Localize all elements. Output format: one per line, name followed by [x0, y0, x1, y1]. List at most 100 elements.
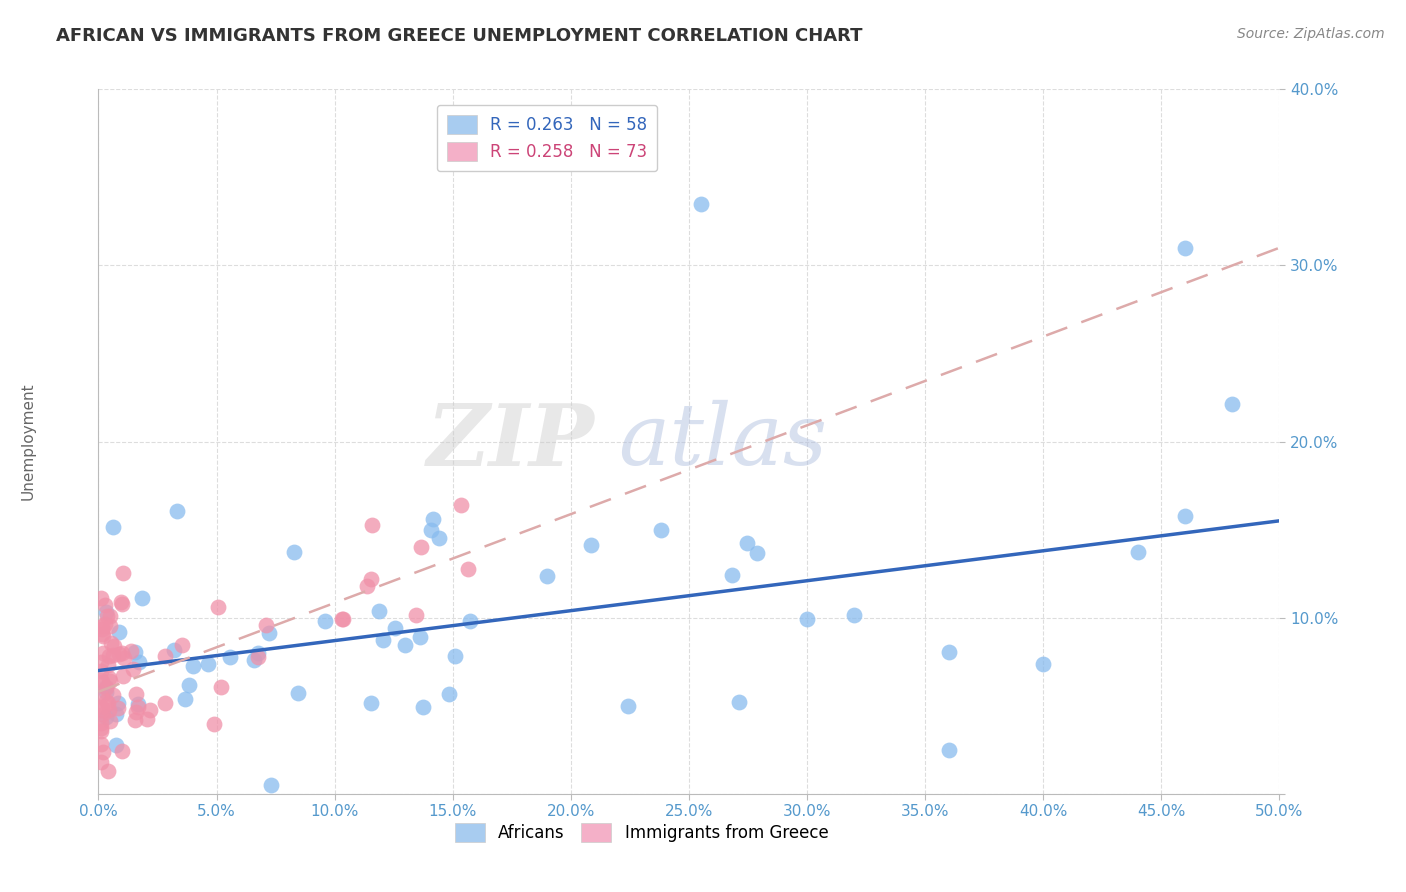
Point [101, 648, 124, 662]
Point [536, 569, 558, 583]
Point [122, 662, 145, 676]
Point [94, 680, 117, 694]
Point [412, 700, 434, 714]
Point [737, 536, 759, 550]
Point [103, 639, 125, 653]
Point [260, 778, 283, 792]
Point [94, 694, 117, 708]
Point [207, 600, 229, 615]
Point [422, 511, 444, 525]
Point [108, 625, 131, 640]
Point [209, 680, 232, 694]
Legend: Africans, Immigrants from Greece: Africans, Immigrants from Greece [449, 816, 835, 849]
Point [254, 618, 277, 632]
Point [91, 629, 114, 643]
Point [257, 626, 280, 640]
Point [745, 546, 768, 560]
Point [139, 702, 162, 716]
Point [91, 674, 114, 689]
Point [90, 723, 112, 738]
Point [458, 614, 481, 628]
Point [427, 531, 450, 545]
Point [125, 687, 148, 701]
Point [796, 612, 818, 626]
Point [218, 650, 240, 665]
Point [97, 764, 120, 778]
Point [170, 638, 193, 652]
Point [153, 648, 176, 663]
Point [96, 608, 118, 623]
Point [90, 722, 112, 736]
Point [360, 572, 382, 586]
Point [98, 714, 121, 728]
Point [371, 633, 394, 648]
Point [202, 717, 225, 731]
Point [1220, 397, 1243, 411]
Point [394, 638, 416, 652]
Point [97, 657, 120, 672]
Point [90, 626, 112, 640]
Point [166, 503, 188, 517]
Point [243, 653, 266, 667]
Text: Source: ZipAtlas.com: Source: ZipAtlas.com [1237, 27, 1385, 41]
Point [727, 695, 749, 709]
Point [97, 703, 120, 717]
Point [720, 568, 742, 582]
Point [409, 630, 432, 644]
Point [361, 518, 384, 533]
Point [177, 678, 200, 692]
Point [90, 716, 112, 731]
Point [131, 591, 153, 605]
Point [94, 605, 117, 619]
Text: AFRICAN VS IMMIGRANTS FROM GREECE UNEMPLOYMENT CORRELATION CHART: AFRICAN VS IMMIGRANTS FROM GREECE UNEMPL… [56, 27, 863, 45]
Point [111, 597, 134, 611]
Point [90, 703, 112, 717]
Point [108, 647, 131, 661]
Point [579, 538, 602, 552]
Point [93, 706, 115, 721]
Point [136, 712, 159, 726]
Point [90, 591, 112, 605]
Point [97, 696, 120, 710]
Point [120, 644, 142, 658]
Point [174, 691, 197, 706]
Point [411, 540, 433, 554]
Point [98, 674, 121, 689]
Point [128, 655, 150, 669]
Point [127, 699, 149, 714]
Point [330, 612, 353, 626]
Point [98, 608, 121, 623]
Point [91, 619, 114, 633]
Point [112, 651, 135, 665]
Point [107, 700, 129, 714]
Point [246, 650, 269, 665]
Point [1174, 508, 1197, 523]
Text: atlas: atlas [619, 401, 827, 483]
Point [1174, 241, 1197, 255]
Point [163, 643, 186, 657]
Point [98, 649, 121, 664]
Y-axis label: Unemployment: Unemployment [21, 383, 37, 500]
Point [384, 621, 406, 635]
Point [283, 544, 305, 558]
Point [94, 685, 117, 699]
Point [107, 697, 129, 711]
Point [124, 644, 146, 658]
Point [287, 686, 309, 700]
Point [356, 579, 378, 593]
Point [246, 646, 269, 660]
Point [101, 688, 124, 702]
Point [127, 697, 149, 711]
Point [405, 608, 427, 623]
Point [450, 498, 472, 512]
Point [457, 562, 479, 576]
Point [617, 698, 640, 713]
Point [153, 696, 176, 710]
Point [110, 594, 132, 608]
Point [419, 523, 441, 537]
Point [94, 617, 117, 632]
Point [650, 524, 672, 538]
Point [104, 738, 127, 752]
Point [689, 196, 711, 211]
Point [90, 665, 112, 679]
